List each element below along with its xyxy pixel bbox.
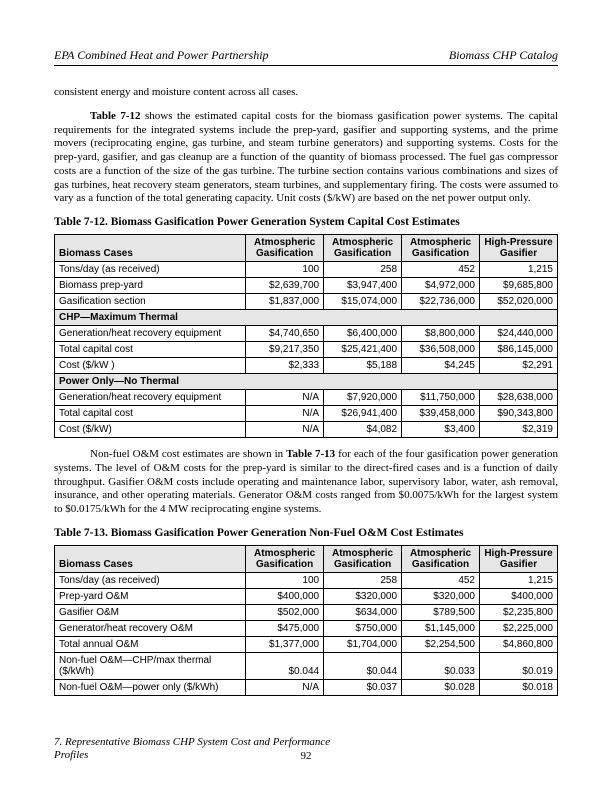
t13-h2: Atmospheric Gasification xyxy=(324,545,402,572)
section-row: Power Only—No Thermal xyxy=(55,374,558,390)
table-row: Generator/heat recovery O&M$475,000$750,… xyxy=(55,620,558,636)
running-header: EPA Combined Heat and Power Partnership … xyxy=(54,48,558,66)
table-row: Biomass prep-yard$2,639,700$3,947,400$4,… xyxy=(55,278,558,294)
table-row: Tons/day (as received)1002584521,215 xyxy=(55,262,558,278)
header-left: EPA Combined Heat and Power Partnership xyxy=(54,48,269,63)
t13-h3: Atmospheric Gasification xyxy=(402,545,480,572)
para-3a: Non-fuel O&M cost estimates are shown in xyxy=(90,448,286,460)
table-7-12: Biomass Cases Atmospheric Gasification A… xyxy=(54,234,558,438)
para-2-body: shows the estimated capital costs for th… xyxy=(54,110,558,205)
table-row: Non-fuel O&M—power only ($/kWh)N/A$0.037… xyxy=(55,679,558,695)
page-number: 92 xyxy=(0,750,612,762)
table-row: Total annual O&M$1,377,000$1,704,000$2,2… xyxy=(55,636,558,652)
t13-h4: High-Pressure Gasifier xyxy=(480,545,558,572)
table-row: Cost ($/kW )$2,333$5,188$4,245$2,291 xyxy=(55,358,558,374)
table-row: Total capital costN/A$26,941,400$39,458,… xyxy=(55,406,558,422)
table-row: Total capital cost$9,217,350$25,421,400$… xyxy=(55,342,558,358)
caption-table-13: Table 7-13. Biomass Gasification Power G… xyxy=(54,527,558,539)
para-3: Non-fuel O&M cost estimates are shown in… xyxy=(54,448,558,517)
table-row: Cost ($/kW)N/A$4,082$3,400$2,319 xyxy=(55,422,558,438)
table-row: Gasification section$1,837,000$15,074,00… xyxy=(55,294,558,310)
t12-h3: Atmospheric Gasification xyxy=(402,235,480,262)
t13-h1: Atmospheric Gasification xyxy=(246,545,324,572)
section-row: CHP—Maximum Thermal xyxy=(55,310,558,326)
table-row: Non-fuel O&M—CHP/max thermal ($/kWh)$0.0… xyxy=(55,652,558,679)
table-7-13: Biomass Cases Atmospheric Gasification A… xyxy=(54,545,558,696)
t13-h0: Biomass Cases xyxy=(55,545,246,572)
table-row: Gasifier O&M$502,000$634,000$789,500$2,2… xyxy=(55,604,558,620)
table-row: Generation/heat recovery equipmentN/A$7,… xyxy=(55,390,558,406)
t12-h4: High-Pressure Gasifier xyxy=(480,235,558,262)
t12-h0: Biomass Cases xyxy=(55,235,246,262)
t12-h2: Atmospheric Gasification xyxy=(324,235,402,262)
header-right: Biomass CHP Catalog xyxy=(449,48,558,63)
table-row: Tons/day (as received)1002584521,215 xyxy=(55,572,558,588)
table-row: Prep-yard O&M$400,000$320,000$320,000$40… xyxy=(55,588,558,604)
t12-h1: Atmospheric Gasification xyxy=(246,235,324,262)
caption-table-12: Table 7-12. Biomass Gasification Power G… xyxy=(54,216,558,228)
table-ref-13: Table 7-13 xyxy=(286,448,335,460)
para-2: Table 7-12 shows the estimated capital c… xyxy=(54,110,558,206)
para-lead: consistent energy and moisture content a… xyxy=(54,86,558,100)
table-row: Generation/heat recovery equipment$4,740… xyxy=(55,326,558,342)
table-ref-12: Table 7-12 xyxy=(90,110,141,122)
